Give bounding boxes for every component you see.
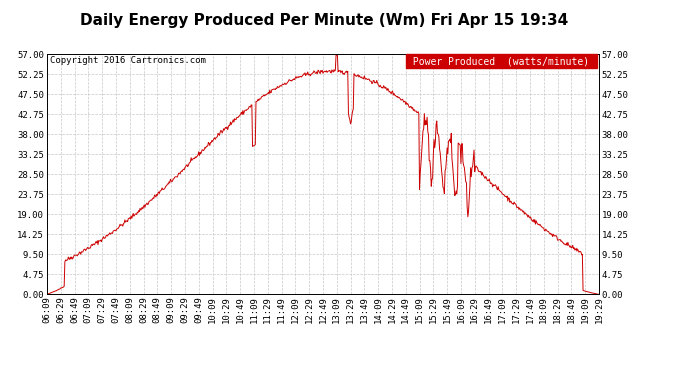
Text: Power Produced  (watts/minute): Power Produced (watts/minute): [408, 56, 595, 66]
Text: Copyright 2016 Cartronics.com: Copyright 2016 Cartronics.com: [50, 56, 206, 65]
Text: Daily Energy Produced Per Minute (Wm) Fri Apr 15 19:34: Daily Energy Produced Per Minute (Wm) Fr…: [80, 13, 569, 28]
